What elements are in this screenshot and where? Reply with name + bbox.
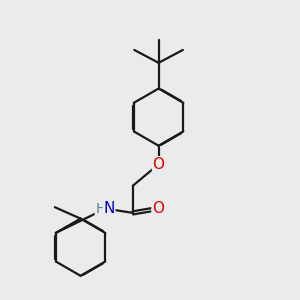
Text: O: O: [152, 201, 164, 216]
Text: O: O: [153, 157, 165, 172]
Text: H: H: [95, 202, 106, 216]
Text: N: N: [103, 201, 115, 216]
